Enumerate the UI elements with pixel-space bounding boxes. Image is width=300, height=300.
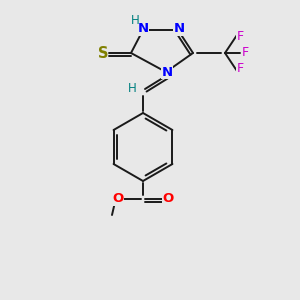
Text: O: O: [162, 193, 174, 206]
Text: N: N: [161, 65, 172, 79]
Text: N: N: [137, 22, 148, 35]
Text: N: N: [173, 22, 184, 35]
Text: F: F: [236, 31, 244, 44]
Text: F: F: [236, 62, 244, 76]
Text: S: S: [98, 46, 108, 61]
Text: F: F: [242, 46, 249, 59]
Text: H: H: [130, 14, 140, 28]
Text: H: H: [128, 82, 136, 94]
Text: O: O: [112, 193, 124, 206]
